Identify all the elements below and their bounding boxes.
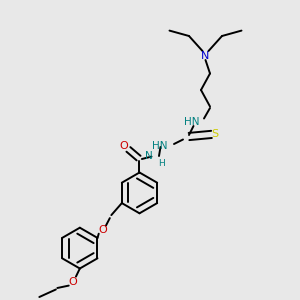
Text: N: N [145,151,153,161]
Text: H: H [158,159,165,168]
Text: O: O [68,277,77,287]
Text: N: N [201,50,210,61]
Text: HN: HN [184,116,200,127]
Text: HN: HN [152,140,168,151]
Text: O: O [98,225,107,235]
Text: O: O [119,141,128,152]
Text: S: S [211,129,218,140]
